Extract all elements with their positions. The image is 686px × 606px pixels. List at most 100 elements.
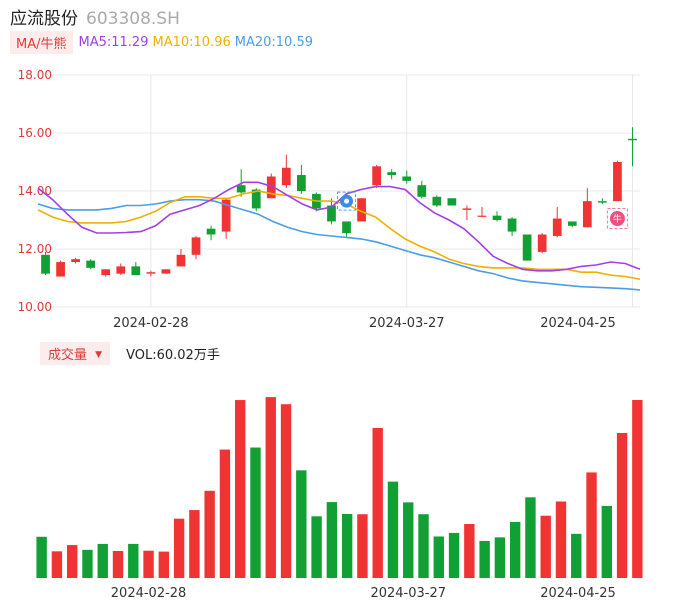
volume-bar <box>479 540 490 578</box>
volume-bar <box>280 404 292 578</box>
volume-bar <box>189 510 200 578</box>
volume-indicator-selector[interactable]: 成交量 ▼ <box>40 342 111 365</box>
candle <box>116 263 126 276</box>
volume-bar <box>525 497 536 578</box>
candle-body <box>297 175 306 191</box>
candle-body <box>101 269 111 276</box>
y-tick-label: 16.00 <box>18 126 52 140</box>
ma-indicator-selector[interactable]: MA/牛熊 <box>10 31 73 54</box>
candle-body <box>236 185 246 193</box>
volume-bar <box>357 514 368 578</box>
candle <box>206 225 216 241</box>
candle <box>357 198 366 222</box>
candle-body <box>266 176 276 199</box>
volume-bar <box>601 505 613 578</box>
volume-bar <box>311 516 322 578</box>
volume-bar <box>418 514 429 578</box>
ma10-line <box>37 190 641 280</box>
candle-body <box>447 198 457 206</box>
volume-bar <box>586 472 597 578</box>
candle <box>281 154 291 189</box>
volume-bar <box>36 536 47 578</box>
candle-body <box>582 201 592 228</box>
y-tick-label: 18.00 <box>18 68 52 82</box>
stock-header: 应流股份 603308.SH <box>10 4 180 29</box>
marker-frame <box>606 208 628 230</box>
volume-bar <box>372 427 383 578</box>
candle <box>176 249 186 267</box>
x-tick-label: 2024-04-25 <box>540 316 616 331</box>
stock-name: 应流股份 <box>10 9 78 29</box>
candle <box>462 205 472 220</box>
x-tick-label: 2024-02-28 <box>113 316 189 331</box>
volume-bar <box>616 432 628 578</box>
candle <box>387 169 397 180</box>
ma5-legend: MA5:11.29 <box>78 35 149 50</box>
candle-body <box>417 185 427 197</box>
candle-body <box>146 272 156 274</box>
volume-bar <box>296 470 307 578</box>
ma5-line <box>37 181 641 272</box>
volume-bar <box>555 501 567 578</box>
candle-body <box>56 262 65 277</box>
candle <box>372 164 381 189</box>
x-tick-label: 2024-03-27 <box>369 316 445 331</box>
volume-bar <box>97 543 108 578</box>
candle <box>71 257 80 264</box>
candle-body <box>41 254 50 274</box>
volume-bar <box>571 533 582 578</box>
candle-body <box>462 208 472 210</box>
volume-value: VOL:60.02万手 <box>126 348 220 363</box>
candle <box>131 262 141 276</box>
candle <box>477 206 487 218</box>
marker-center <box>344 198 350 204</box>
volume-bar <box>509 521 521 578</box>
volume-bar <box>235 400 246 578</box>
candle-body <box>86 260 96 268</box>
candle-body <box>613 162 622 202</box>
candle <box>146 270 156 277</box>
candle <box>537 233 547 254</box>
candle <box>342 221 351 238</box>
candle-body <box>567 221 577 226</box>
candle <box>297 164 306 194</box>
candle-body <box>357 198 366 222</box>
volume-bar <box>112 551 124 578</box>
candle-body <box>71 259 80 263</box>
candle-body <box>161 269 171 274</box>
marker-dot <box>609 211 625 227</box>
candle <box>56 260 65 277</box>
candle <box>86 259 96 270</box>
volume-bar <box>82 549 93 578</box>
volume-bar <box>341 513 353 578</box>
candle <box>327 198 336 225</box>
chevron-down-icon: ▼ <box>95 350 103 360</box>
volume-bar <box>403 502 414 578</box>
volume-bar <box>66 545 78 578</box>
candle <box>191 235 201 260</box>
volume-bar <box>250 447 261 578</box>
candle-body <box>537 234 547 252</box>
candle-body <box>206 228 216 235</box>
ma10-legend: MA10:10.96 <box>152 35 231 50</box>
candle-body <box>628 138 637 141</box>
candle-body <box>402 176 412 181</box>
candle <box>613 160 622 202</box>
candle-body <box>281 167 291 186</box>
candle <box>402 170 412 184</box>
volume-legend: 成交量 ▼ VOL:60.02万手 <box>40 342 220 365</box>
candle <box>628 127 637 167</box>
candle-body <box>221 199 231 232</box>
volume-bar <box>632 400 643 578</box>
volume-bar <box>158 551 170 578</box>
candle <box>447 198 457 206</box>
volume-bar <box>433 536 444 578</box>
candle <box>507 217 517 236</box>
candle <box>101 269 111 277</box>
volume-x-tick-label: 2024-02-28 <box>111 586 187 601</box>
volume-bar <box>204 490 215 578</box>
volume-bar <box>51 551 63 578</box>
candle <box>41 251 50 276</box>
volume-x-tick-label: 2024-03-27 <box>370 586 446 601</box>
